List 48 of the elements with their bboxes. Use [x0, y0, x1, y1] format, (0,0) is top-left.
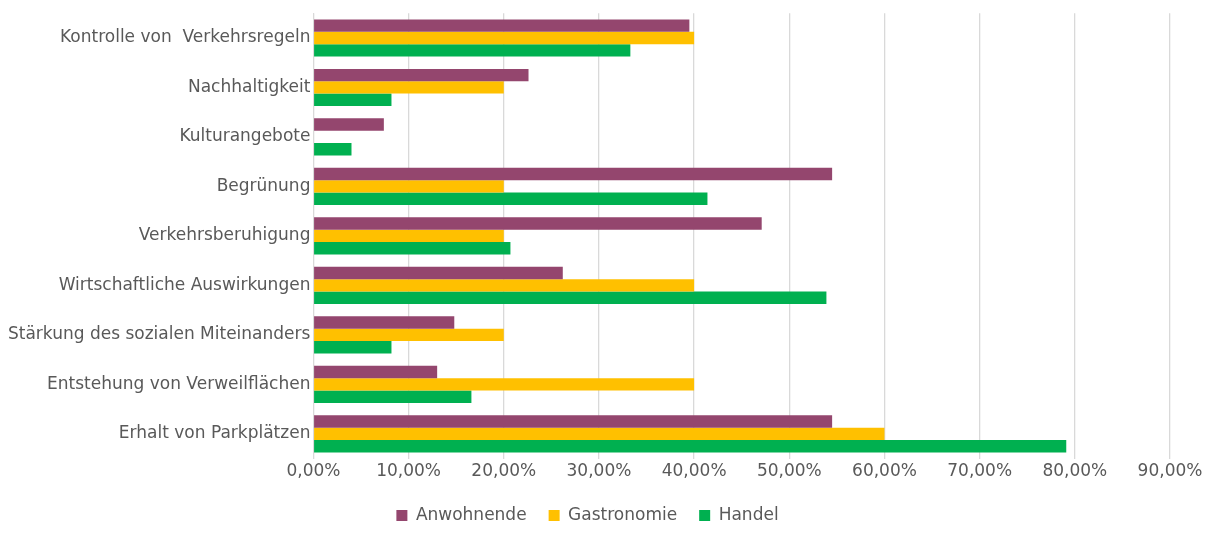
bar	[314, 81, 504, 94]
y-tick-label: Verkehrsberuhigung	[138, 224, 311, 245]
bar	[314, 415, 833, 428]
bar	[314, 242, 511, 255]
y-tick-label: Begrünung	[216, 174, 311, 195]
x-tick-label: 0,00%	[286, 460, 341, 481]
y-tick-label: Erhalt von Parkplätzen	[118, 422, 311, 443]
legend-label: Anwohnende	[415, 503, 527, 524]
y-tick-label: Kontrolle von Verkehrsregeln	[60, 26, 311, 47]
y-tick-label: Stärkung des sozialen Miteinanders	[7, 323, 311, 344]
bar	[314, 365, 438, 379]
x-tick-label: 70,00%	[947, 460, 1013, 481]
bar	[314, 390, 472, 403]
bar	[314, 68, 529, 82]
y-tick-label: Wirtschaftliche Auswirkungen	[58, 273, 311, 294]
bar	[314, 167, 833, 181]
y-tick-label: Kulturangebote	[179, 125, 311, 146]
bar	[314, 378, 695, 391]
bar	[314, 217, 762, 230]
bar	[314, 31, 695, 45]
y-tick-label: Entstehung von Verweilflächen	[47, 372, 311, 393]
bar	[314, 266, 563, 280]
bar	[314, 143, 352, 156]
bar	[314, 118, 384, 131]
legend-label: Gastronomie	[568, 503, 678, 524]
bar	[314, 440, 1067, 453]
bar	[314, 341, 392, 354]
bar	[314, 229, 504, 243]
x-tick-label: 20,00%	[471, 460, 537, 481]
bar	[314, 279, 695, 292]
bar	[314, 180, 504, 193]
bar	[314, 291, 827, 304]
x-tick-label: 10,00%	[376, 460, 442, 481]
x-tick-label: 60,00%	[852, 460, 917, 481]
bar	[314, 44, 631, 57]
bar	[314, 316, 455, 329]
bar	[314, 192, 708, 205]
bar	[314, 93, 392, 106]
x-tick-label: 50,00%	[756, 460, 822, 481]
x-tick-label: 30,00%	[566, 460, 632, 481]
bar	[314, 427, 885, 441]
bar	[314, 328, 504, 342]
legend-label: Handel	[718, 503, 779, 524]
x-tick-label: 40,00%	[661, 460, 727, 481]
bar	[314, 19, 690, 32]
x-tick-label: 80,00%	[1042, 460, 1108, 481]
x-tick-label: 90,00%	[1137, 460, 1203, 481]
y-tick-label: Nachhaltigkeit	[187, 75, 311, 96]
